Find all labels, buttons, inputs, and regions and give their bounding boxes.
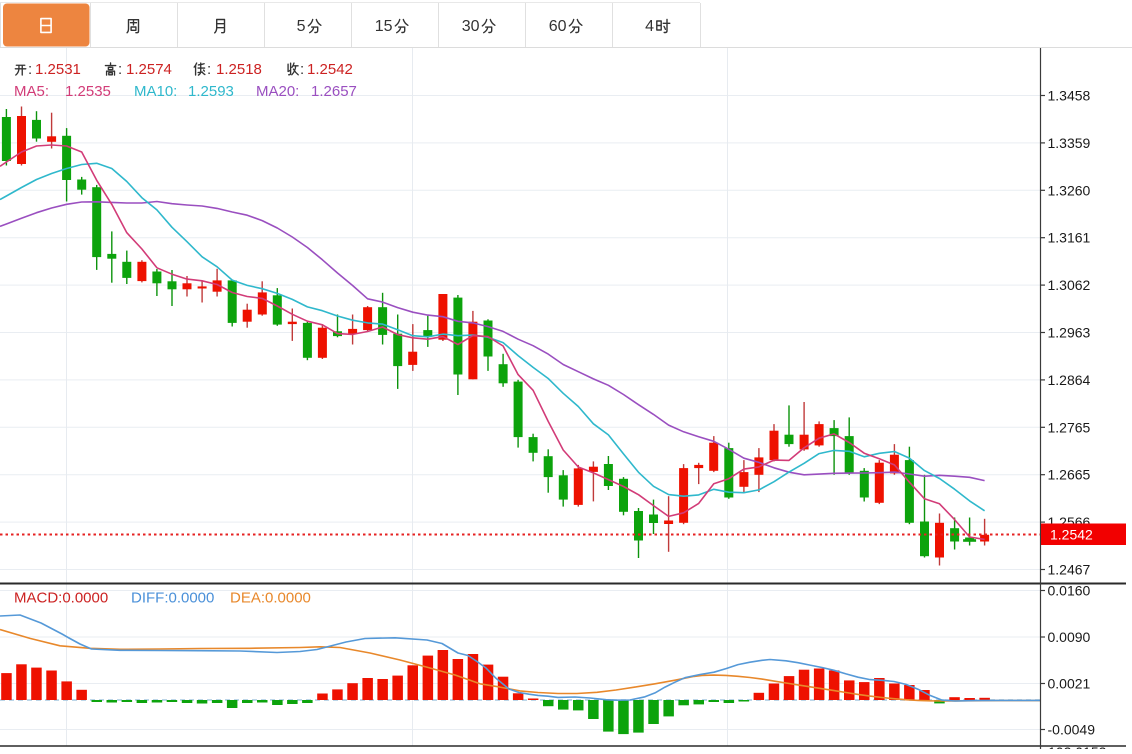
svg-text:DEA:0.0000: DEA:0.0000 bbox=[230, 590, 311, 607]
svg-text:1.3359: 1.3359 bbox=[1048, 135, 1091, 151]
svg-text:1.2665: 1.2665 bbox=[1048, 467, 1091, 483]
svg-text:30: 30 bbox=[462, 18, 480, 35]
svg-text:1.2963: 1.2963 bbox=[1048, 325, 1091, 341]
svg-text::: : bbox=[300, 61, 304, 78]
svg-text:1.3260: 1.3260 bbox=[1048, 182, 1091, 198]
svg-text:4: 4 bbox=[645, 18, 654, 35]
svg-text:MA20:: MA20: bbox=[256, 83, 299, 100]
svg-text:1.2657: 1.2657 bbox=[311, 83, 357, 100]
svg-text:15: 15 bbox=[375, 18, 393, 35]
svg-text:1.2542: 1.2542 bbox=[1050, 527, 1093, 543]
svg-text:1.2535: 1.2535 bbox=[65, 83, 111, 100]
svg-text:0.0021: 0.0021 bbox=[1048, 676, 1091, 692]
svg-text::: : bbox=[28, 61, 32, 78]
svg-text:1.3161: 1.3161 bbox=[1048, 230, 1091, 246]
svg-text:1.2518: 1.2518 bbox=[216, 61, 262, 78]
svg-text:1.2467: 1.2467 bbox=[1048, 562, 1091, 578]
svg-text:1.2765: 1.2765 bbox=[1048, 419, 1091, 435]
svg-text::: : bbox=[118, 61, 122, 78]
svg-text:1.2593: 1.2593 bbox=[188, 83, 234, 100]
svg-text:0.0090: 0.0090 bbox=[1048, 629, 1091, 645]
svg-text:0.0160: 0.0160 bbox=[1048, 583, 1091, 599]
svg-text:MACD:0.0000: MACD:0.0000 bbox=[14, 590, 108, 607]
svg-text:1.2864: 1.2864 bbox=[1048, 372, 1091, 388]
svg-text:60: 60 bbox=[549, 18, 567, 35]
svg-text:-0.0049: -0.0049 bbox=[1048, 722, 1096, 738]
svg-text:MA5:: MA5: bbox=[14, 83, 49, 100]
svg-text:1.2531: 1.2531 bbox=[35, 61, 81, 78]
svg-text:102.0152: 102.0152 bbox=[1048, 744, 1107, 749]
svg-text:MA10:: MA10: bbox=[134, 83, 177, 100]
svg-text:1.3458: 1.3458 bbox=[1048, 88, 1091, 104]
svg-text::: : bbox=[207, 61, 211, 78]
svg-text:1.2542: 1.2542 bbox=[307, 61, 353, 78]
svg-text:5: 5 bbox=[297, 18, 306, 35]
svg-text:DIFF:0.0000: DIFF:0.0000 bbox=[131, 590, 214, 607]
svg-text:1.2574: 1.2574 bbox=[126, 61, 172, 78]
svg-text:1.3062: 1.3062 bbox=[1048, 277, 1091, 293]
